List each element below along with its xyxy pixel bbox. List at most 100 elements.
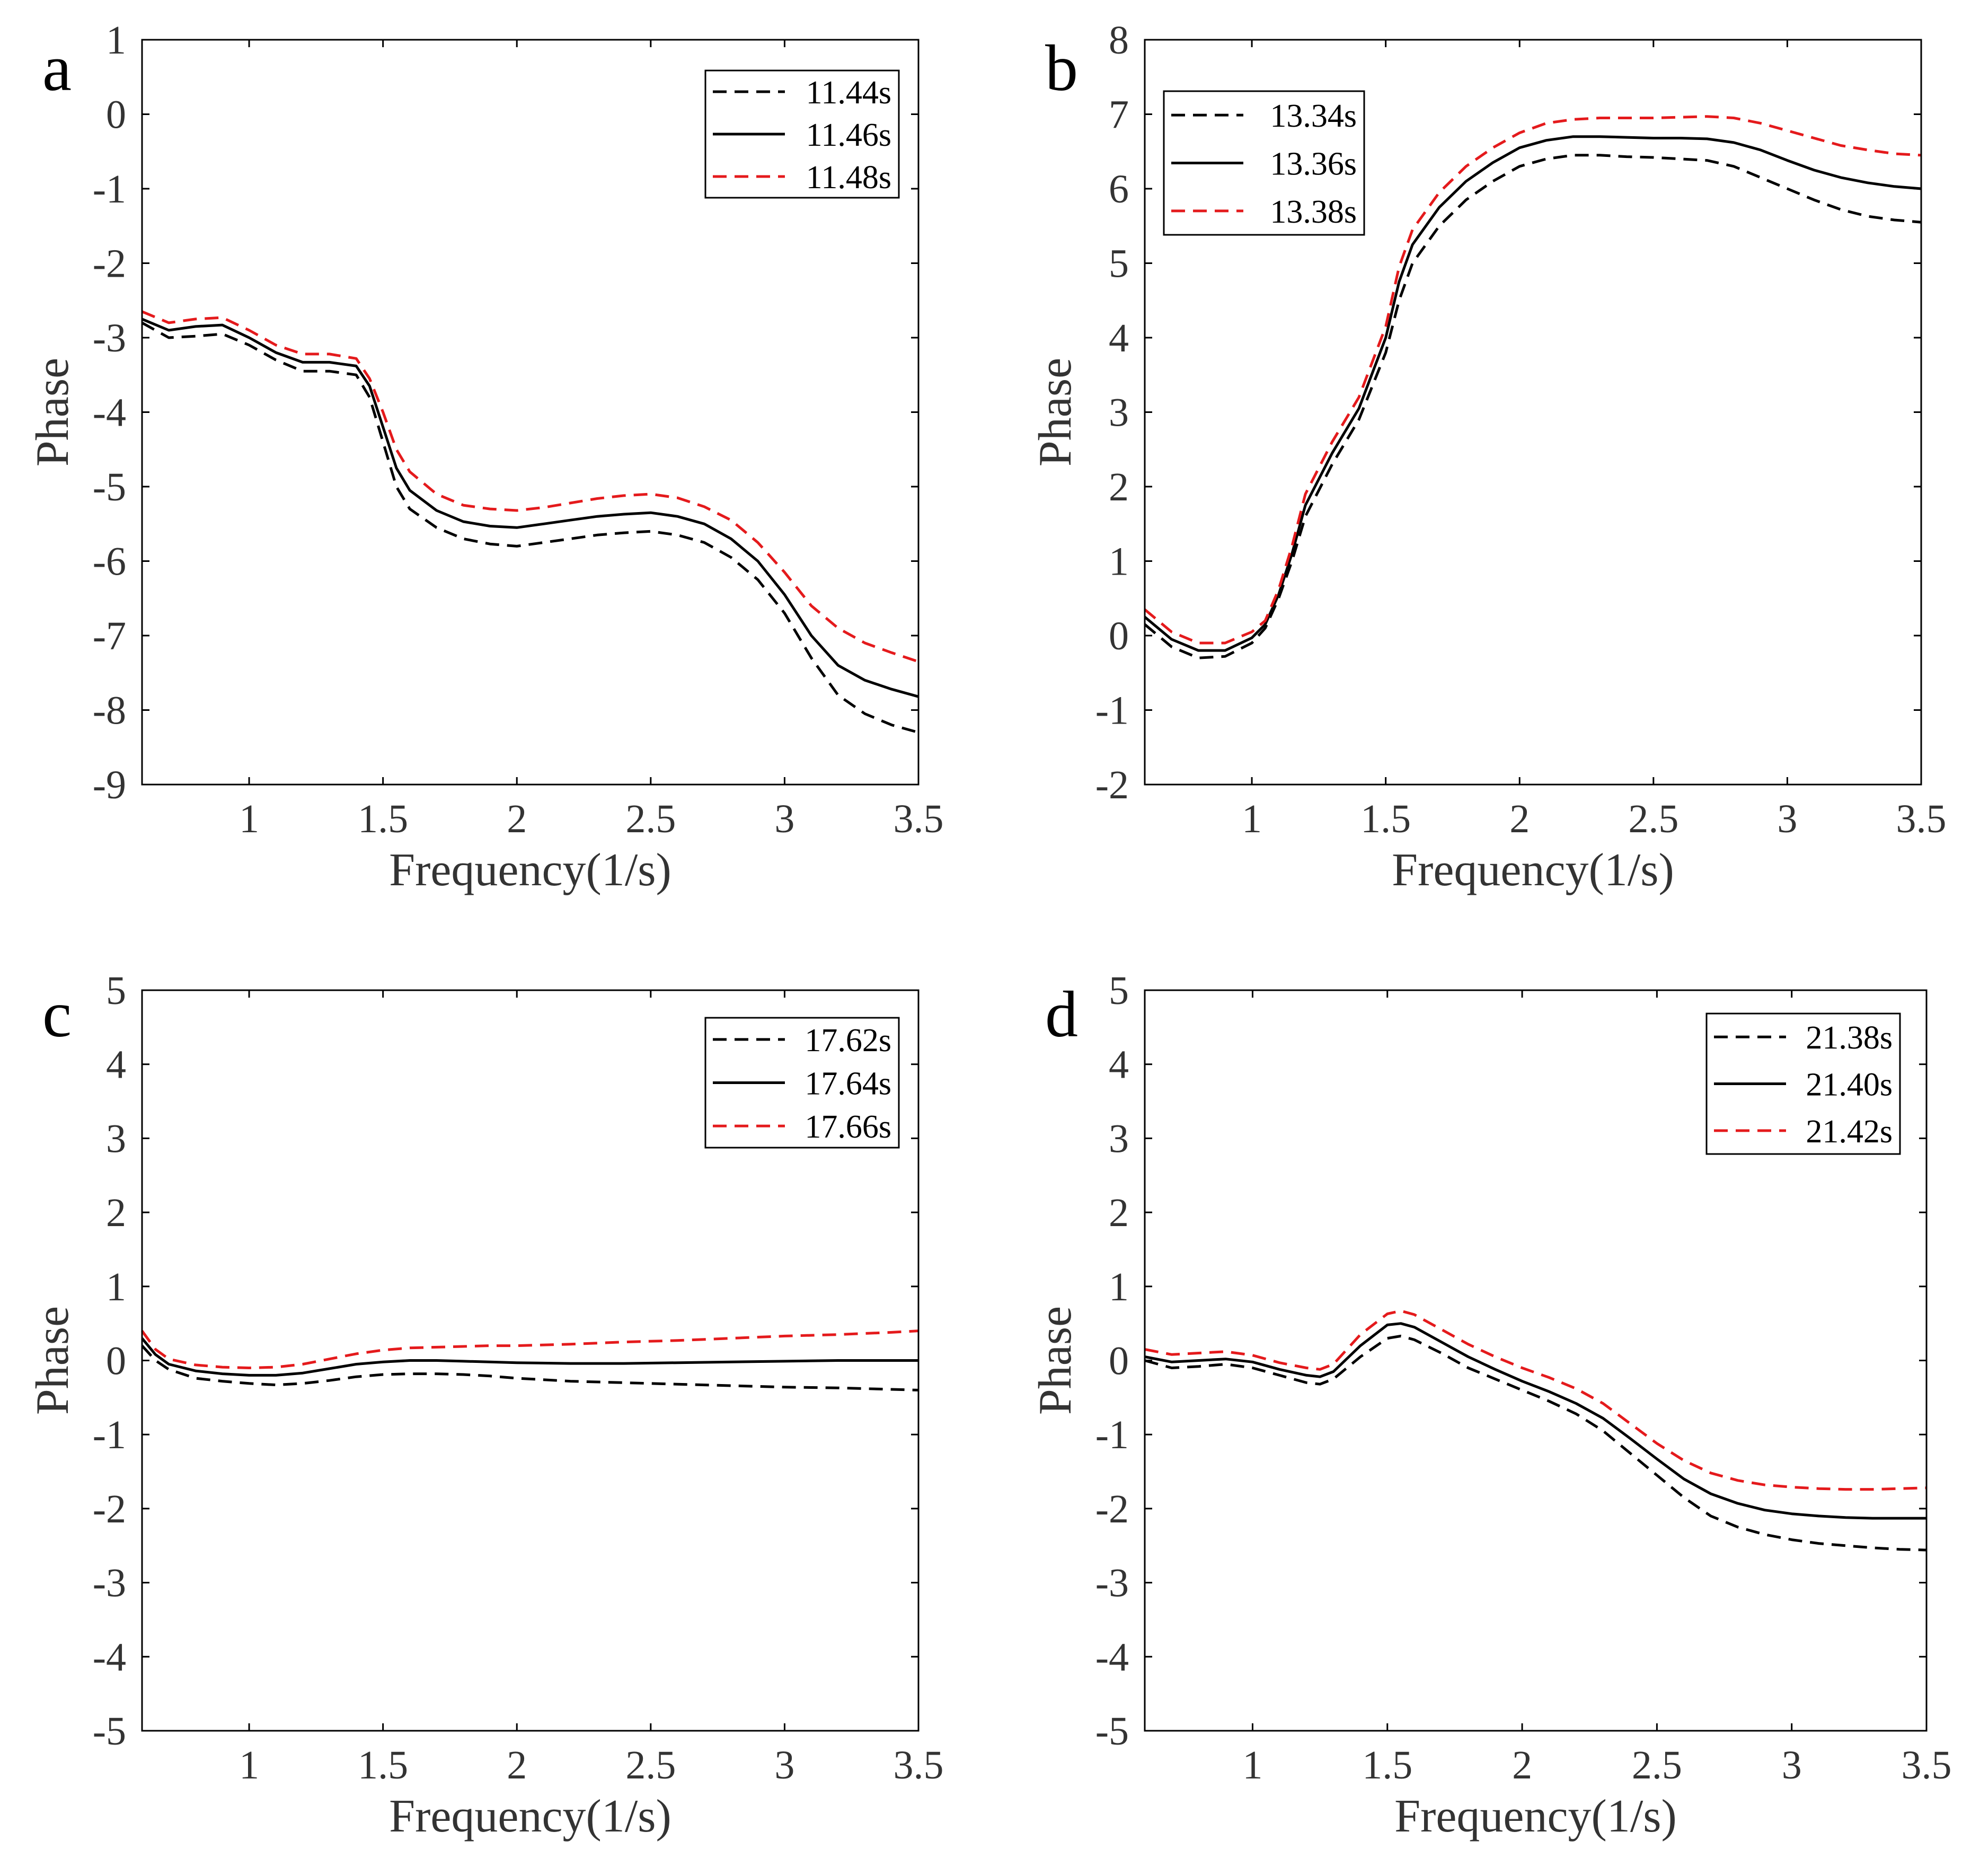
chart-panel-c: 1 1.5 2 2.5 3 3.5 -5 -4 -3 -2 -1 0 1 2 3 4 5 Frequency(1/… <box>27 968 944 1842</box>
y-axis-label: Phase <box>27 358 78 466</box>
y-tick-label: 0 <box>1109 1339 1129 1384</box>
x-tick-label: 3.5 <box>894 797 944 841</box>
y-tick-label: 2 <box>1109 1191 1129 1235</box>
y-tick-label: 2 <box>1109 465 1129 509</box>
x-tick-label: 2.5 <box>1632 1743 1682 1787</box>
x-tick-label: 1.5 <box>358 797 408 841</box>
y-tick-label: 5 <box>106 968 126 1013</box>
y-tick-label: 0 <box>106 1339 126 1384</box>
chart-panel-a: 1 1.5 2 2.5 3 3.5 -9 -8 -7 -6 -5 -4 -3 -2 -1 0 1 Frequenc… <box>27 18 944 896</box>
panel-letter: d <box>1045 978 1078 1051</box>
y-tick-label: 6 <box>1109 167 1129 212</box>
series-line-13.34s <box>1144 154 1922 659</box>
legend-entry-17.66s: 17.66s <box>805 1109 891 1145</box>
y-tick-label: 5 <box>1109 242 1129 286</box>
legend-entry-17.62s: 17.62s <box>805 1023 891 1059</box>
y-tick-label: -1 <box>1095 689 1129 733</box>
x-tick-label: 2 <box>507 797 527 841</box>
y-tick-label: -3 <box>93 1561 126 1606</box>
x-tick-label: 2 <box>1512 1743 1532 1787</box>
legend-entry-13.38s: 13.38s <box>1270 194 1357 230</box>
x-tick-label: 1 <box>1242 797 1262 841</box>
x-axis-label: Frequency(1/s) <box>389 844 671 896</box>
chart-panel-b: 1 1.5 2 2.5 3 3.5 -2 -1 0 1 2 3 4 5 6 7 8 Frequency(1/s) P… <box>1030 18 1947 896</box>
legend-entry-21.42s: 21.42s <box>1806 1114 1893 1150</box>
x-tick-label: 3.5 <box>1896 797 1947 841</box>
x-axis-label: Frequency(1/s) <box>1394 1791 1677 1842</box>
legend-entry-17.64s: 17.64s <box>805 1066 891 1102</box>
x-tick-label: 3 <box>774 797 794 841</box>
y-tick-label: 1 <box>106 18 126 63</box>
y-tick-label: -6 <box>93 540 126 584</box>
x-tick-label: 3.5 <box>1902 1743 1952 1787</box>
y-tick-label: 1 <box>1109 540 1129 584</box>
x-tick-label: 1.5 <box>358 1743 408 1787</box>
y-tick-label: 5 <box>1109 968 1129 1013</box>
x-tick-label: 1 <box>239 1743 259 1787</box>
x-axis-label: Frequency(1/s) <box>1392 844 1674 896</box>
y-tick-label: 4 <box>1109 316 1129 360</box>
x-tick-label: 2.5 <box>1628 797 1678 841</box>
x-tick-label: 3 <box>774 1743 794 1787</box>
x-tick-label: 3 <box>1777 797 1797 841</box>
x-tick-label: 1.5 <box>1362 1743 1412 1787</box>
legend: 11.44s 11.46s 11.48s <box>704 69 900 199</box>
series-line-17.66s <box>140 1329 919 1369</box>
legend-entry-21.38s: 21.38s <box>1806 1020 1893 1056</box>
legend-entry-13.36s: 13.36s <box>1270 146 1357 182</box>
y-tick-label: -2 <box>93 1487 126 1531</box>
legend-entry-11.48s: 11.48s <box>806 160 891 196</box>
x-tick-label: 2 <box>507 1743 527 1787</box>
x-tick-label: 1 <box>1242 1743 1262 1787</box>
y-tick-label: -5 <box>93 1709 126 1754</box>
series-line-17.62s <box>141 1344 919 1391</box>
legend: 13.34s 13.36s 13.38s <box>1163 90 1365 236</box>
y-tick-label: 8 <box>1109 18 1129 63</box>
y-tick-label: -1 <box>93 167 126 212</box>
series-line-11.46s <box>142 318 919 698</box>
y-tick-label: 3 <box>106 1116 126 1161</box>
y-tick-label: 0 <box>1109 614 1129 658</box>
series-line-11.48s <box>142 310 919 663</box>
legend: 17.62s 17.64s 17.66s <box>704 1017 900 1149</box>
y-tick-label: 3 <box>1109 1116 1129 1161</box>
y-tick-label: -5 <box>93 465 126 509</box>
legend-entry-11.46s: 11.46s <box>806 117 891 153</box>
y-tick-label: -2 <box>1095 1487 1129 1531</box>
legend-entry-21.40s: 21.40s <box>1806 1067 1893 1103</box>
y-tick-label: -2 <box>1095 763 1129 807</box>
y-tick-label: -5 <box>1095 1709 1129 1754</box>
y-axis-label: Phase <box>1030 1306 1081 1415</box>
legend-entry-11.44s: 11.44s <box>806 75 891 111</box>
y-tick-label: 1 <box>106 1265 126 1309</box>
legend-entry-13.34s: 13.34s <box>1270 98 1357 134</box>
y-tick-label: 0 <box>106 93 126 137</box>
y-tick-label: 4 <box>1109 1043 1129 1087</box>
panel-letter: c <box>42 978 72 1051</box>
y-tick-label: -1 <box>1095 1413 1129 1457</box>
chart-panel-d: 1 1.5 2 2.5 3 3.5 -5 -4 -3 -2 -1 0 1 2 3 4 5 Frequency(1/… <box>1030 968 1952 1842</box>
legend: 21.38s 21.40s 21.42s <box>1705 1012 1901 1155</box>
series-line-21.40s <box>1144 1322 1926 1520</box>
y-tick-label: -8 <box>93 689 126 733</box>
series-line-21.42s <box>1144 1309 1927 1491</box>
series-line-11.44s <box>141 321 919 734</box>
y-tick-label: -7 <box>93 614 126 658</box>
x-tick-label: 2.5 <box>625 797 676 841</box>
y-axis-label: Phase <box>1030 358 1081 466</box>
x-tick-label: 1.5 <box>1360 797 1411 841</box>
y-tick-label: 3 <box>1109 391 1129 435</box>
y-tick-label: -3 <box>93 316 126 360</box>
y-tick-label: 4 <box>106 1043 126 1087</box>
x-tick-label: 2.5 <box>625 1743 676 1787</box>
series-line-13.36s <box>1144 135 1922 652</box>
y-tick-label: -4 <box>1095 1635 1129 1679</box>
y-tick-label: 1 <box>1109 1265 1129 1309</box>
x-tick-label: 2 <box>1509 797 1530 841</box>
x-tick-label: 3 <box>1782 1743 1802 1787</box>
y-tick-label: 2 <box>106 1191 126 1235</box>
panel-letter: a <box>42 32 72 104</box>
y-tick-label: -3 <box>1095 1561 1129 1606</box>
y-tick-label: -4 <box>93 391 126 435</box>
